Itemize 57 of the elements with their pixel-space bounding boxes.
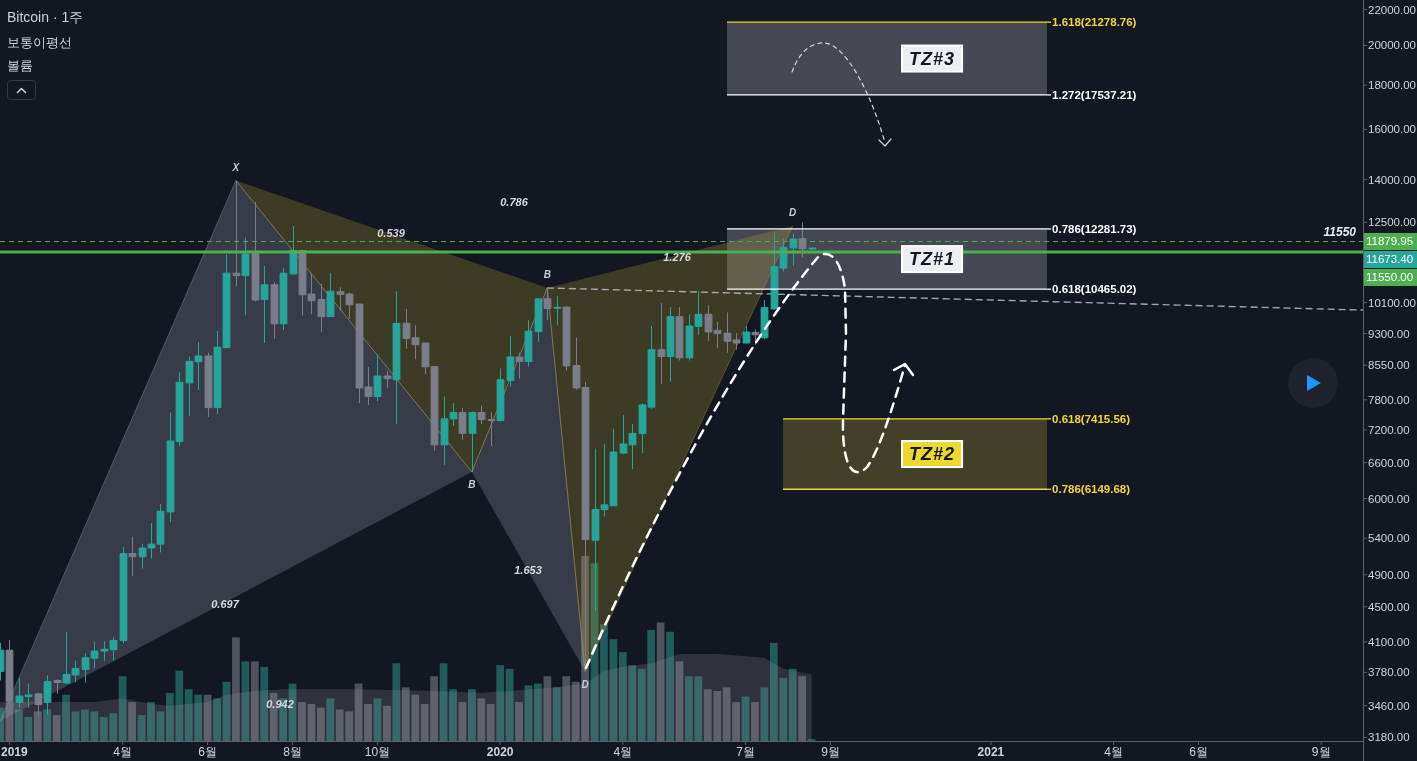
y-tick-label: 4100.00 xyxy=(1368,635,1410,648)
annotation: 볼륨 xyxy=(7,57,33,73)
y-tick-label: 4500.00 xyxy=(1368,600,1410,613)
y-tick-label: 5400.00 xyxy=(1368,532,1410,545)
y-tick-label: 3780.00 xyxy=(1368,666,1410,679)
ref-line-label: 11550 xyxy=(1323,225,1357,240)
x-tick-label: 8월 xyxy=(283,745,302,759)
x-tick-label: 6월 xyxy=(198,745,217,759)
x-tick-label: 6월 xyxy=(1189,745,1208,759)
annotation: 0.942 xyxy=(266,698,294,710)
annotation: B xyxy=(543,269,551,281)
x-tick-label: 9월 xyxy=(821,745,840,759)
text: Bitcoin · 1주 xyxy=(7,9,84,25)
annotation: D xyxy=(789,207,797,219)
ref-line-label: 0.618(7415.56) xyxy=(1052,412,1131,425)
y-tick-label: 8550.00 xyxy=(1368,359,1410,372)
annotation: 1.653 xyxy=(514,564,542,576)
y-tick-label: 12500.00 xyxy=(1368,216,1416,229)
annotation: B xyxy=(468,479,476,491)
band-label: TZ#2 xyxy=(909,444,956,465)
y-tick-label: 16000.00 xyxy=(1368,123,1416,136)
y-tick-label: 3460.00 xyxy=(1368,699,1410,712)
x-tick-label: 2021 xyxy=(977,745,1005,759)
band-label: TZ#1 xyxy=(909,249,956,270)
x-tick-label: 2020 xyxy=(486,745,514,759)
ref-line-label: 0.618(10465.02) xyxy=(1052,283,1137,296)
x-tick-label: 2019 xyxy=(1,745,29,759)
ref-line-label: 1.272(17537.21) xyxy=(1052,88,1137,101)
annotation: X xyxy=(231,162,241,174)
y-tick-label: 9300.00 xyxy=(1368,327,1410,340)
annotation: 0.697 xyxy=(211,598,240,610)
x-tick-label: 4월 xyxy=(113,745,133,759)
ref-line-label: 1.618(21278.76) xyxy=(1052,16,1137,29)
annotation: 보통이평선 xyxy=(7,34,72,50)
y-tick-label: 6600.00 xyxy=(1368,456,1410,469)
x-tick-label: 10월 xyxy=(364,745,391,759)
y-tick-label: 4900.00 xyxy=(1368,568,1410,581)
band-label: TZ#3 xyxy=(909,48,956,69)
y-tick-label: 7200.00 xyxy=(1368,423,1410,436)
y-tick-label: 18000.00 xyxy=(1368,79,1416,92)
y-tick-label: 3180.00 xyxy=(1368,731,1410,744)
ref-line-label: 0.786(6149.68) xyxy=(1052,483,1131,496)
annotation: 0.786 xyxy=(500,196,529,208)
y-tick-label: 10100.00 xyxy=(1368,296,1416,309)
annotation: 1.276 xyxy=(663,251,692,263)
x-tick-label: 9월 xyxy=(1311,745,1331,759)
x-tick-label: 7월 xyxy=(736,745,755,759)
y-tick-label: 7800.00 xyxy=(1368,393,1410,406)
y-tick-label: 14000.00 xyxy=(1368,173,1416,186)
annotation: D xyxy=(581,678,589,690)
y-tick-label: 20000.00 xyxy=(1368,39,1416,52)
ref-line-label: 0.786(12281.73) xyxy=(1052,222,1137,235)
y-tick-label: 6000.00 xyxy=(1368,492,1410,505)
annotation: 0.539 xyxy=(377,227,406,239)
x-tick-label: 4월 xyxy=(1104,745,1123,759)
x-tick-label: 4월 xyxy=(613,745,633,759)
y-tick-label: 22000.00 xyxy=(1368,3,1416,16)
